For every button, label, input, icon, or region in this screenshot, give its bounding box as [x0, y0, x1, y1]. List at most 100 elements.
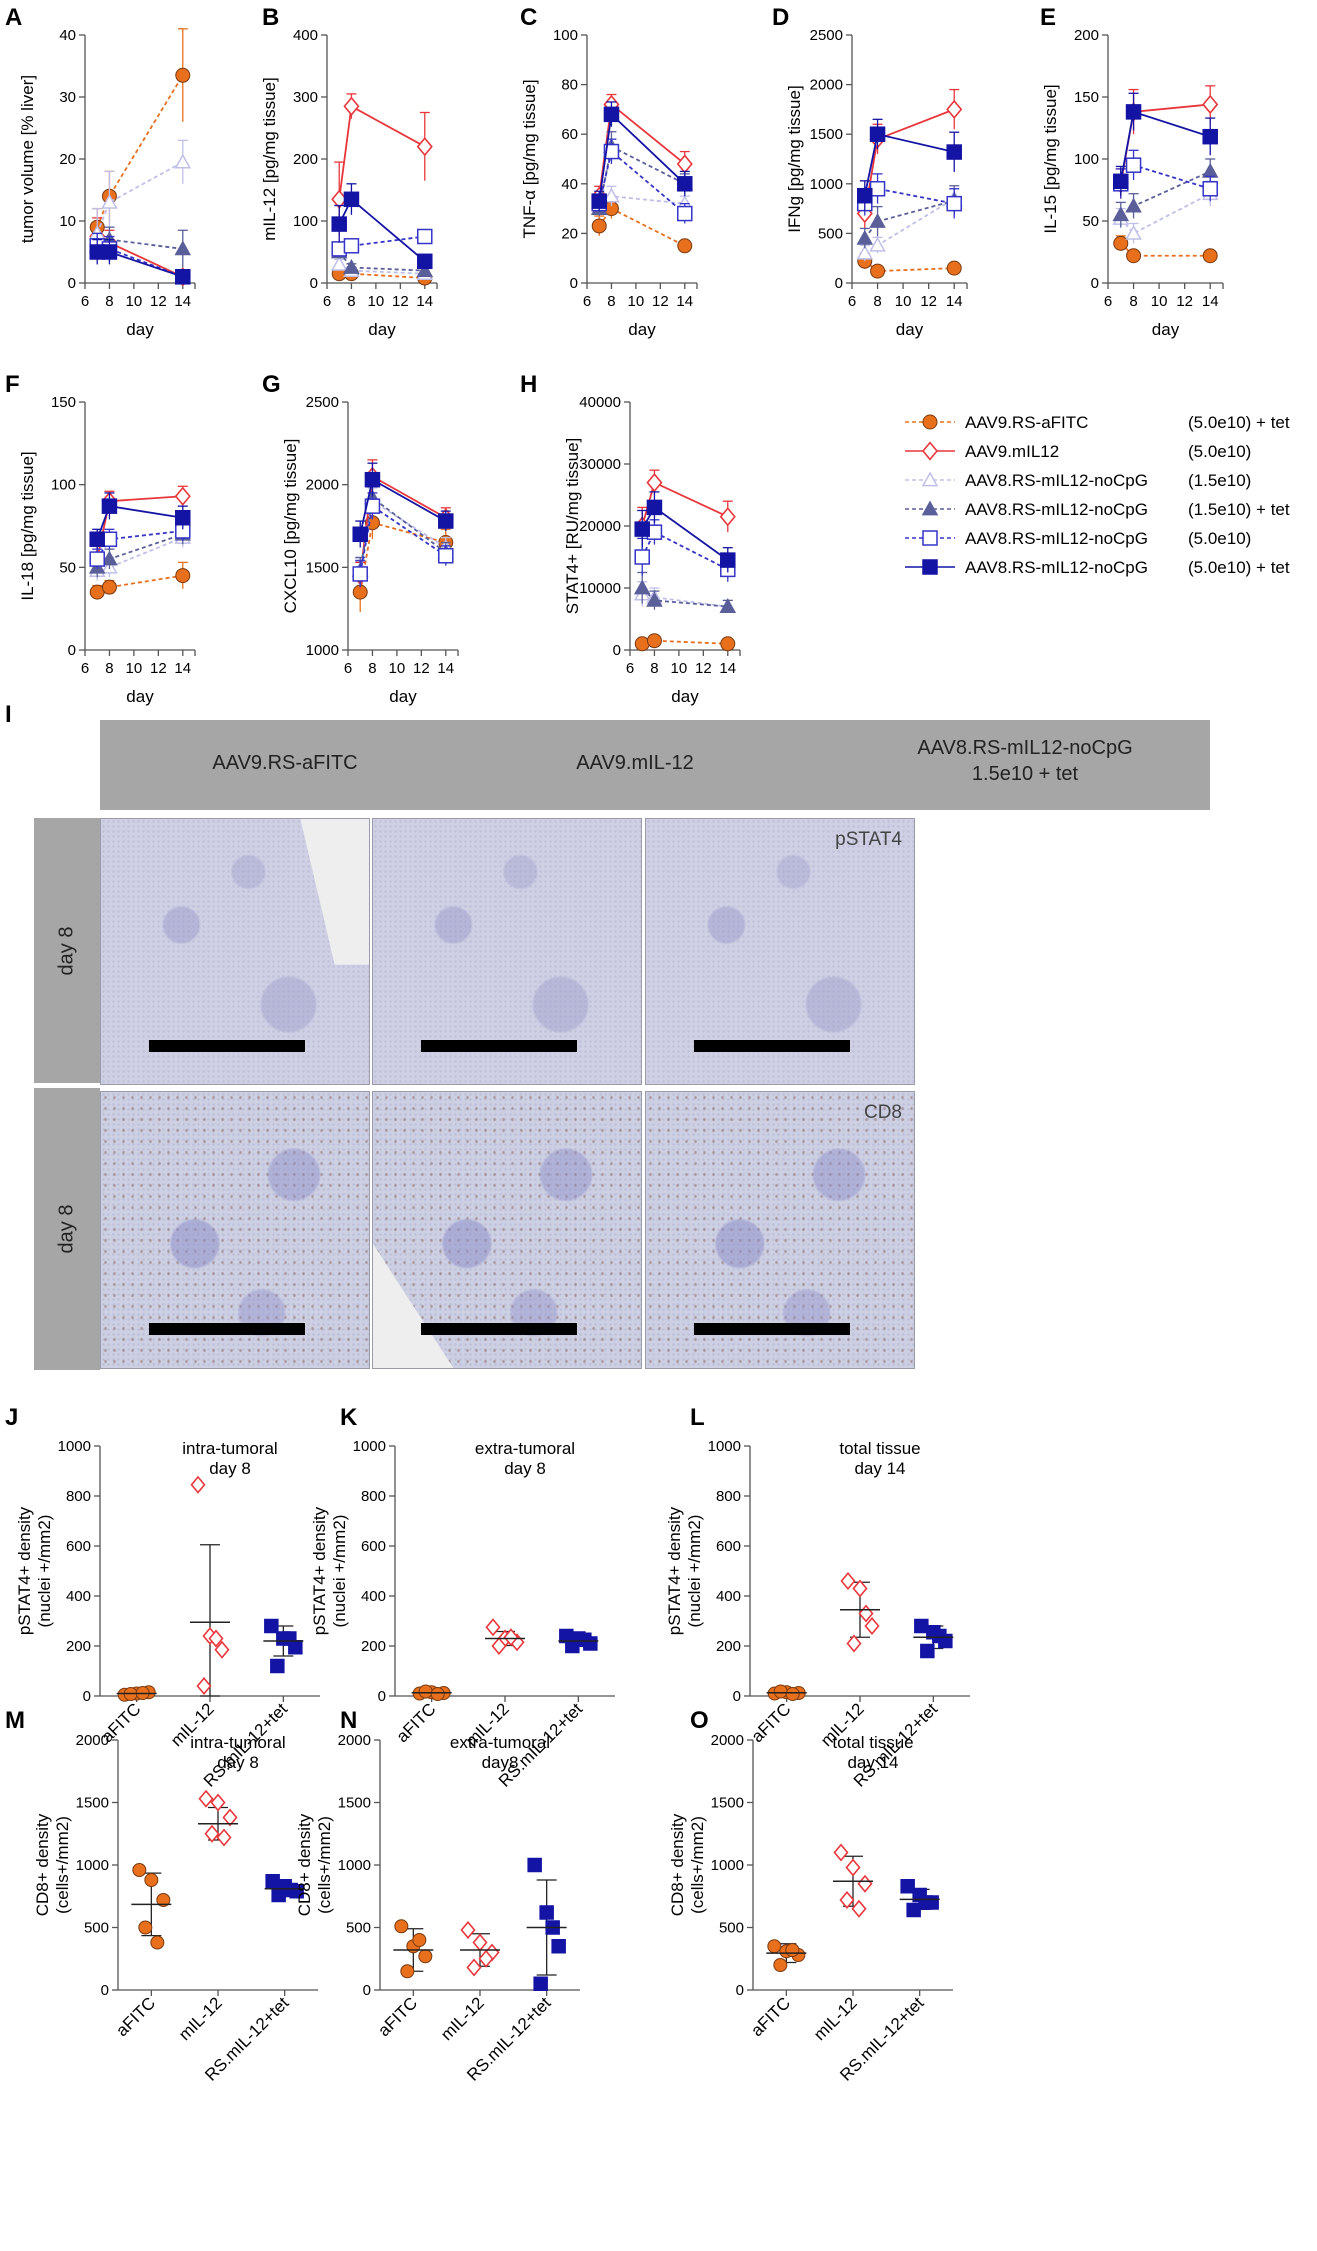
- histology-row-label-2: day 8: [55, 1204, 78, 1254]
- y-tick-label: 500: [719, 1920, 744, 1937]
- y-tick-label: 0: [733, 1688, 741, 1705]
- legend-label: AAV8.RS-mIL12-noCpG: [965, 558, 1148, 577]
- y-tick-label: 800: [716, 1488, 741, 1505]
- group-mIL12: [485, 1618, 525, 1656]
- data-point-highTet: [634, 521, 650, 537]
- data-point-lowTet: [1125, 197, 1142, 213]
- data-point-lowTet: [174, 240, 192, 256]
- data-point-highNoTet: [677, 205, 693, 222]
- scale-bar: [421, 1322, 577, 1335]
- series-highTet: [857, 118, 962, 211]
- y-tick-label: 40000: [579, 394, 621, 411]
- series-lowTet: [1112, 158, 1219, 228]
- series-highTet: [1113, 92, 1218, 197]
- panel-letter-L: L: [690, 1404, 705, 1431]
- y-tick-label: 600: [66, 1538, 91, 1555]
- data-point-aFITC: [430, 1687, 445, 1701]
- data-point-highTet: [101, 244, 118, 260]
- x-tick-label: 14: [719, 660, 736, 677]
- data-point-highTet: [271, 1887, 286, 1903]
- data-point-lowTet: [646, 591, 663, 607]
- data-point-lowTet: [1201, 162, 1219, 178]
- group-highTet: [264, 1874, 305, 1903]
- x-tick-label: 8: [347, 293, 355, 310]
- series-highNoTet: [89, 520, 191, 569]
- x-tick-label: 10: [1151, 293, 1168, 310]
- panel-letter-B: B: [262, 4, 279, 31]
- data-point-aFITC: [870, 263, 886, 279]
- y-tick-label: 600: [716, 1538, 741, 1555]
- x-tick-label: 12: [652, 293, 669, 310]
- data-point-aFITC: [720, 636, 736, 652]
- data-point-highTet: [932, 1628, 947, 1644]
- y-tick-label: 0: [101, 1982, 109, 1999]
- data-point-aFITC: [400, 1964, 415, 1979]
- data-point-highTet: [918, 1895, 933, 1910]
- y-tick-label: 30: [59, 89, 76, 106]
- data-point-highTet: [551, 1939, 566, 1954]
- y-tick-label: 400: [716, 1588, 741, 1605]
- data-point-highTet: [89, 531, 105, 547]
- legend-dose: (1.5e10): [1188, 471, 1251, 490]
- data-point-highTet: [364, 471, 381, 488]
- legend-dose: (5.0e10) + tet: [1188, 413, 1290, 432]
- x-tick-label: 6: [81, 293, 89, 310]
- y-tick-label: 0: [570, 275, 578, 292]
- series-highTet: [89, 238, 191, 285]
- y-tick-label: 1500: [711, 1795, 744, 1812]
- x-tick-label: 14: [1202, 293, 1219, 310]
- data-point-mIL12: [196, 1676, 212, 1696]
- data-point-aFITC: [144, 1873, 159, 1887]
- data-point-highTet: [527, 1857, 542, 1873]
- series-highTet: [634, 491, 736, 573]
- group-mIL12: [833, 1843, 873, 1918]
- x-axis-label: day: [368, 320, 396, 339]
- data-point-highTet: [720, 552, 736, 568]
- series-line-aFITC: [96, 74, 184, 228]
- y-tick-label: 10000: [579, 580, 621, 597]
- y-tick-label: 50: [1082, 213, 1099, 230]
- y-tick-label: 1000: [58, 1438, 91, 1455]
- stain-label-cd8: CD8: [863, 1102, 902, 1123]
- x-tick-label: 12: [150, 293, 167, 310]
- x-tick-label: aFITC: [112, 1993, 159, 2040]
- data-point-mIL12: [222, 1808, 238, 1827]
- scale-bar: [421, 1040, 577, 1053]
- y-tick-label: 1000: [708, 1438, 741, 1455]
- data-point-mIL12: [845, 1858, 861, 1877]
- data-point-highTet: [603, 106, 620, 123]
- legend-marker-lowTet: [921, 500, 939, 516]
- series-line-highNoTet: [641, 530, 729, 571]
- panel-letter-D: D: [772, 4, 789, 31]
- x-tick-label: 14: [437, 660, 454, 677]
- x-tick-label: 8: [1129, 293, 1137, 310]
- data-point-aFITC: [634, 636, 650, 652]
- legend-label: AAV9.mIL12: [965, 442, 1059, 461]
- y-tick-label: 30000: [579, 456, 621, 473]
- series-aFITC: [634, 633, 736, 652]
- panel-letter-J: J: [5, 1404, 18, 1431]
- y-tick-label: 1000: [711, 1857, 744, 1874]
- data-point-highTet: [343, 191, 360, 208]
- data-point-aFITC: [591, 218, 607, 234]
- x-axis-label: day: [389, 687, 417, 706]
- y-tick-label: 40: [59, 27, 76, 44]
- data-point-highTet: [533, 1976, 548, 1991]
- data-point-mIL12: [204, 1824, 220, 1843]
- legend-item: AAV8.RS-mIL12-noCpG (5.0e10) + tet: [905, 558, 1290, 577]
- data-point-highNoTet: [869, 181, 886, 197]
- group-highTet: [558, 1628, 599, 1654]
- data-point-lowTet: [856, 229, 874, 245]
- series-line-lowNoTet: [96, 536, 184, 572]
- y-tick-label: 2000: [306, 477, 339, 494]
- y-tick-label: 100: [1074, 151, 1099, 168]
- y-tick-label: 200: [716, 1638, 741, 1655]
- data-point-mIL12: [1202, 94, 1219, 115]
- data-point-lowTet: [101, 550, 118, 566]
- y-tick-label: 100: [293, 213, 318, 230]
- data-point-mIL12: [198, 1789, 214, 1808]
- x-tick-label: 12: [695, 660, 712, 677]
- x-tick-label: 8: [607, 293, 615, 310]
- data-point-mIL12: [946, 99, 963, 120]
